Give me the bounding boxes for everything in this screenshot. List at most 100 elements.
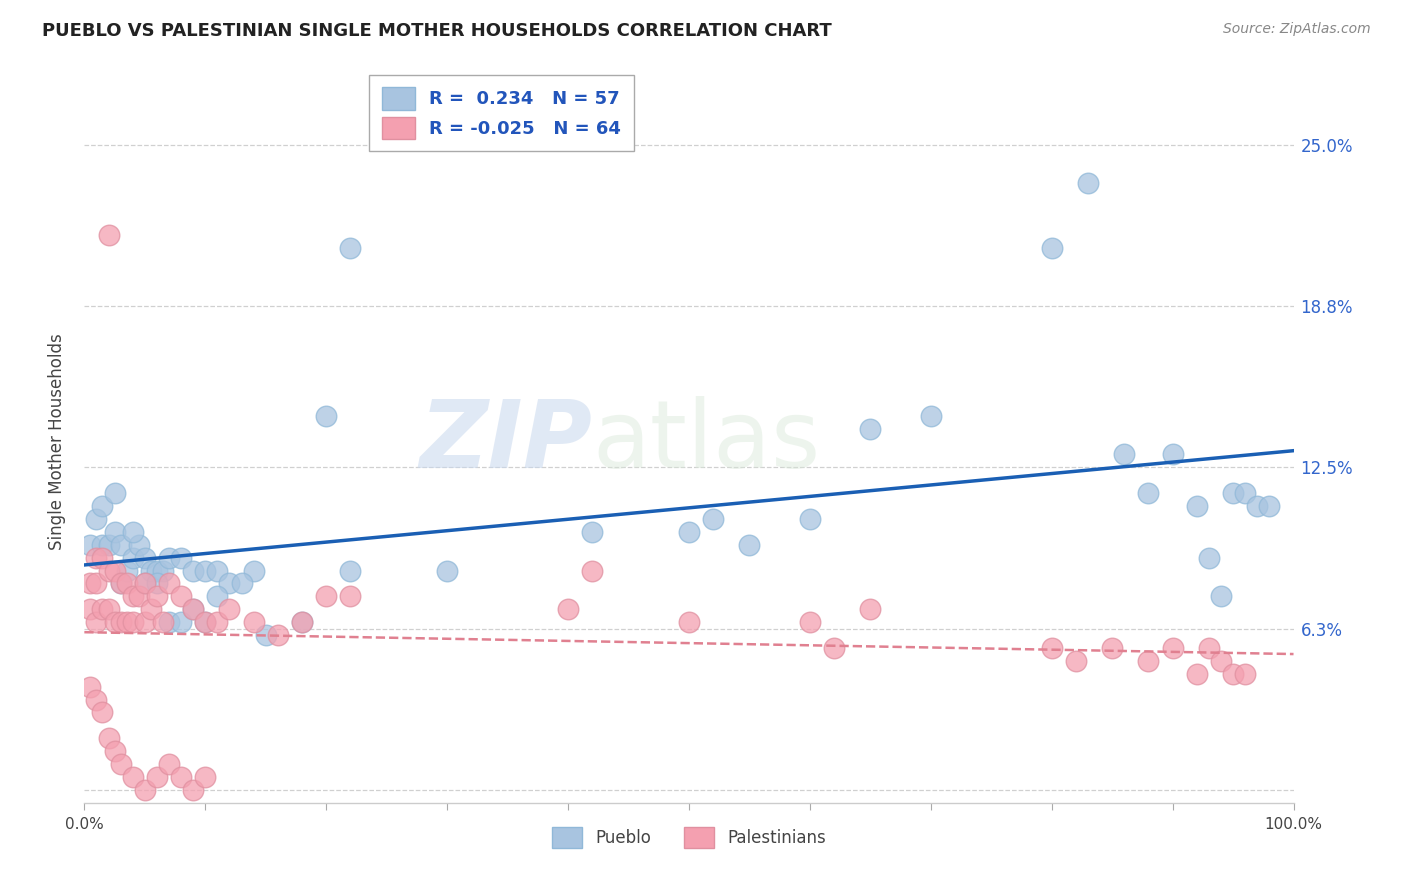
Point [218,576,240,591]
Point [110,615,132,630]
Point [170,590,193,604]
Point [436,564,458,578]
Point [339,241,361,255]
Point [157,615,180,630]
Point [86,615,108,630]
Text: atlas: atlas [592,395,821,488]
Legend: Pueblo, Palestinians: Pueblo, Palestinians [543,819,835,856]
Point [79,538,101,552]
Point [170,550,193,565]
Point [104,486,127,500]
Point [97,228,120,243]
Point [207,564,229,578]
Point [128,538,150,552]
Point [1137,654,1160,668]
Point [1077,177,1099,191]
Point [91,706,114,720]
Point [86,550,108,565]
Point [110,757,132,772]
Point [1234,486,1257,500]
Point [581,524,603,539]
Point [242,615,264,630]
Point [581,564,603,578]
Point [146,590,169,604]
Point [181,602,204,616]
Point [181,564,204,578]
Point [134,550,156,565]
Point [91,538,114,552]
Point [920,409,942,423]
Point [86,576,108,591]
Point [1064,654,1087,668]
Point [104,524,127,539]
Point [157,576,180,591]
Point [1209,654,1232,668]
Point [315,409,337,423]
Point [181,783,204,797]
Point [267,628,290,642]
Text: PUEBLO VS PALESTINIAN SINGLE MOTHER HOUSEHOLDS CORRELATION CHART: PUEBLO VS PALESTINIAN SINGLE MOTHER HOUS… [42,22,832,40]
Point [291,615,314,630]
Point [1137,486,1160,500]
Point [823,640,845,655]
Point [799,512,821,526]
Point [207,615,229,630]
Point [181,602,204,616]
Point [121,590,143,604]
Point [1198,550,1220,565]
Point [1040,640,1063,655]
Point [139,602,162,616]
Point [859,602,882,616]
Point [1198,640,1220,655]
Point [115,564,138,578]
Point [1161,640,1184,655]
Point [1234,666,1257,681]
Point [194,770,217,784]
Text: ZIP: ZIP [419,395,592,488]
Point [97,731,120,746]
Point [134,783,156,797]
Point [254,628,277,642]
Point [79,680,101,694]
Point [218,602,240,616]
Point [121,770,143,784]
Point [128,590,150,604]
Point [110,576,132,591]
Point [291,615,314,630]
Point [194,564,217,578]
Point [86,512,108,526]
Point [678,524,700,539]
Point [134,576,156,591]
Point [557,602,579,616]
Point [859,422,882,436]
Point [1246,499,1268,513]
Point [194,615,217,630]
Point [104,615,127,630]
Point [115,615,138,630]
Point [79,602,101,616]
Point [104,564,127,578]
Point [152,564,174,578]
Point [79,576,101,591]
Point [1209,590,1232,604]
Text: Source: ZipAtlas.com: Source: ZipAtlas.com [1223,22,1371,37]
Point [738,538,761,552]
Point [1040,241,1063,255]
Point [315,590,337,604]
Point [799,615,821,630]
Y-axis label: Single Mother Households: Single Mother Households [48,334,66,549]
Point [194,615,217,630]
Point [157,550,180,565]
Point [1114,447,1136,461]
Point [207,590,229,604]
Point [1222,486,1244,500]
Point [110,538,132,552]
Point [139,564,162,578]
Point [1161,447,1184,461]
Point [121,550,143,565]
Point [1258,499,1281,513]
Point [104,744,127,758]
Point [242,564,264,578]
Point [339,590,361,604]
Point [97,538,120,552]
